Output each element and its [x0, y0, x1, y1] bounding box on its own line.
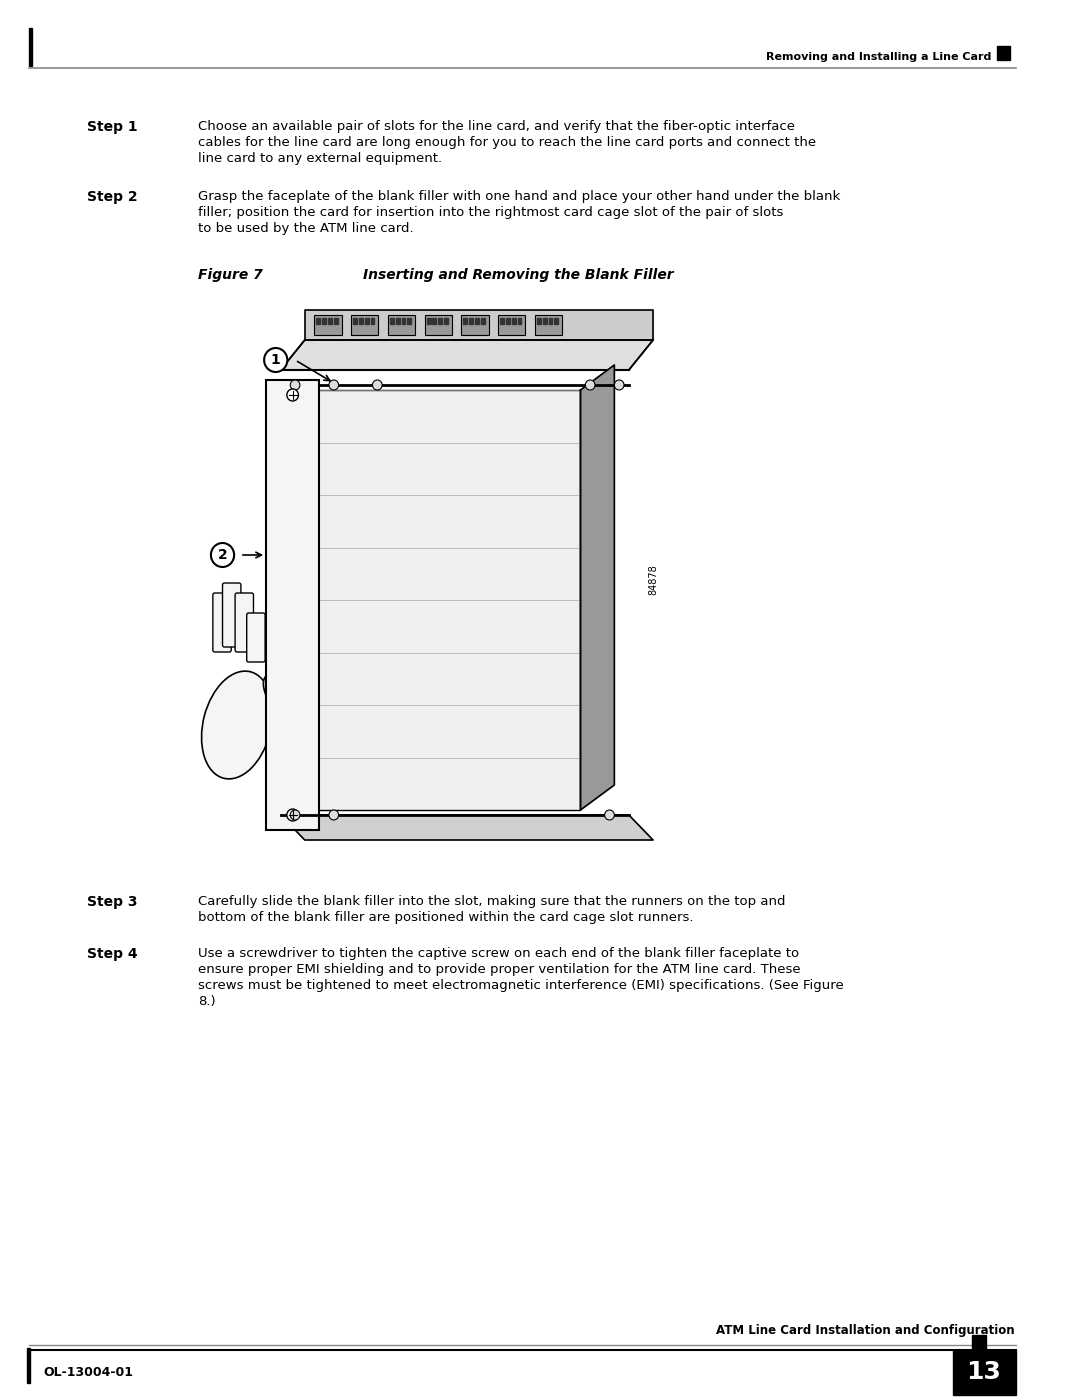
Text: 2: 2 [218, 548, 228, 562]
Circle shape [585, 380, 595, 390]
Bar [543, 319, 546, 324]
Bar [353, 319, 357, 324]
Bar [512, 319, 515, 324]
Bar [507, 319, 510, 324]
Circle shape [605, 810, 615, 820]
Bar [359, 319, 363, 324]
Bar [365, 319, 368, 324]
Bar [27, 1348, 30, 1383]
Circle shape [211, 543, 234, 567]
Bar [334, 319, 338, 324]
Bar [316, 319, 321, 324]
Bar [461, 314, 488, 335]
Bar [549, 319, 553, 324]
Circle shape [329, 380, 339, 390]
Bar [351, 314, 378, 335]
Text: Step 3: Step 3 [87, 895, 137, 909]
Bar [997, 46, 1010, 60]
Bar [481, 319, 485, 324]
Text: Carefully slide the blank filler into the slot, making sure that the runners on : Carefully slide the blank filler into th… [199, 895, 786, 908]
Bar [554, 319, 558, 324]
Ellipse shape [264, 675, 292, 715]
Text: Use a screwdriver to tighten the captive screw on each end of the blank filler f: Use a screwdriver to tighten the captive… [199, 947, 799, 960]
Circle shape [291, 380, 300, 390]
Bar [517, 319, 522, 324]
Bar [469, 319, 473, 324]
Text: cables for the line card are long enough for you to reach the line card ports an: cables for the line card are long enough… [199, 136, 816, 149]
Text: ensure proper EMI shielding and to provide proper ventilation for the ATM line c: ensure proper EMI shielding and to provi… [199, 963, 801, 977]
Text: Step 4: Step 4 [87, 947, 137, 961]
Circle shape [373, 380, 382, 390]
Circle shape [329, 810, 339, 820]
Bar [500, 319, 504, 324]
Bar [432, 319, 436, 324]
Bar [424, 314, 451, 335]
Bar [390, 319, 394, 324]
Bar [498, 314, 525, 335]
Bar [972, 1336, 986, 1350]
Bar [444, 319, 448, 324]
Text: Grasp the faceplate of the blank filler with one hand and place your other hand : Grasp the faceplate of the blank filler … [199, 190, 840, 203]
Text: Step 1: Step 1 [87, 120, 137, 134]
Bar [328, 319, 332, 324]
Bar [295, 390, 307, 810]
Bar [395, 319, 400, 324]
Bar [29, 28, 32, 66]
Text: Step 2: Step 2 [87, 190, 137, 204]
Text: ATM Line Card Installation and Configuration: ATM Line Card Installation and Configura… [716, 1324, 1014, 1337]
Bar [266, 380, 320, 830]
Bar [475, 319, 478, 324]
Text: bottom of the blank filler are positioned within the card cage slot runners.: bottom of the blank filler are positione… [199, 911, 693, 923]
Circle shape [291, 810, 300, 820]
Text: 13: 13 [967, 1361, 1001, 1384]
Bar [438, 319, 442, 324]
Polygon shape [281, 814, 653, 840]
Text: Inserting and Removing the Blank Filler: Inserting and Removing the Blank Filler [363, 268, 674, 282]
Text: filler; position the card for insertion into the rightmost card cage slot of the: filler; position the card for insertion … [199, 205, 784, 219]
Text: 1: 1 [271, 353, 281, 367]
Ellipse shape [202, 671, 272, 780]
Bar [407, 319, 411, 324]
Bar [535, 314, 562, 335]
Text: to be used by the ATM line card.: to be used by the ATM line card. [199, 222, 414, 235]
Bar [402, 319, 405, 324]
FancyBboxPatch shape [213, 592, 231, 652]
Bar [370, 319, 375, 324]
Text: 84878: 84878 [648, 564, 658, 595]
Circle shape [265, 348, 287, 372]
Bar [388, 314, 415, 335]
Polygon shape [281, 339, 653, 370]
FancyBboxPatch shape [222, 583, 241, 647]
Text: Figure 7: Figure 7 [199, 268, 264, 282]
Bar [537, 319, 541, 324]
Text: Choose an available pair of slots for the line card, and verify that the fiber-o: Choose an available pair of slots for th… [199, 120, 795, 133]
Text: line card to any external equipment.: line card to any external equipment. [199, 152, 443, 165]
Polygon shape [305, 310, 653, 339]
Text: Removing and Installing a Line Card: Removing and Installing a Line Card [767, 52, 991, 61]
Bar [322, 319, 326, 324]
Circle shape [287, 809, 298, 821]
Bar [427, 319, 431, 324]
Circle shape [615, 380, 624, 390]
Bar [953, 1350, 1016, 1396]
Circle shape [287, 388, 298, 401]
Bar [314, 314, 341, 335]
Text: OL-13004-01: OL-13004-01 [43, 1365, 134, 1379]
Text: 8.): 8.) [199, 995, 216, 1009]
FancyBboxPatch shape [246, 613, 265, 662]
Polygon shape [300, 390, 580, 810]
Bar [463, 319, 468, 324]
FancyBboxPatch shape [235, 592, 254, 652]
Text: screws must be tightened to meet electromagnetic interference (EMI) specificatio: screws must be tightened to meet electro… [199, 979, 845, 992]
Polygon shape [580, 365, 615, 810]
